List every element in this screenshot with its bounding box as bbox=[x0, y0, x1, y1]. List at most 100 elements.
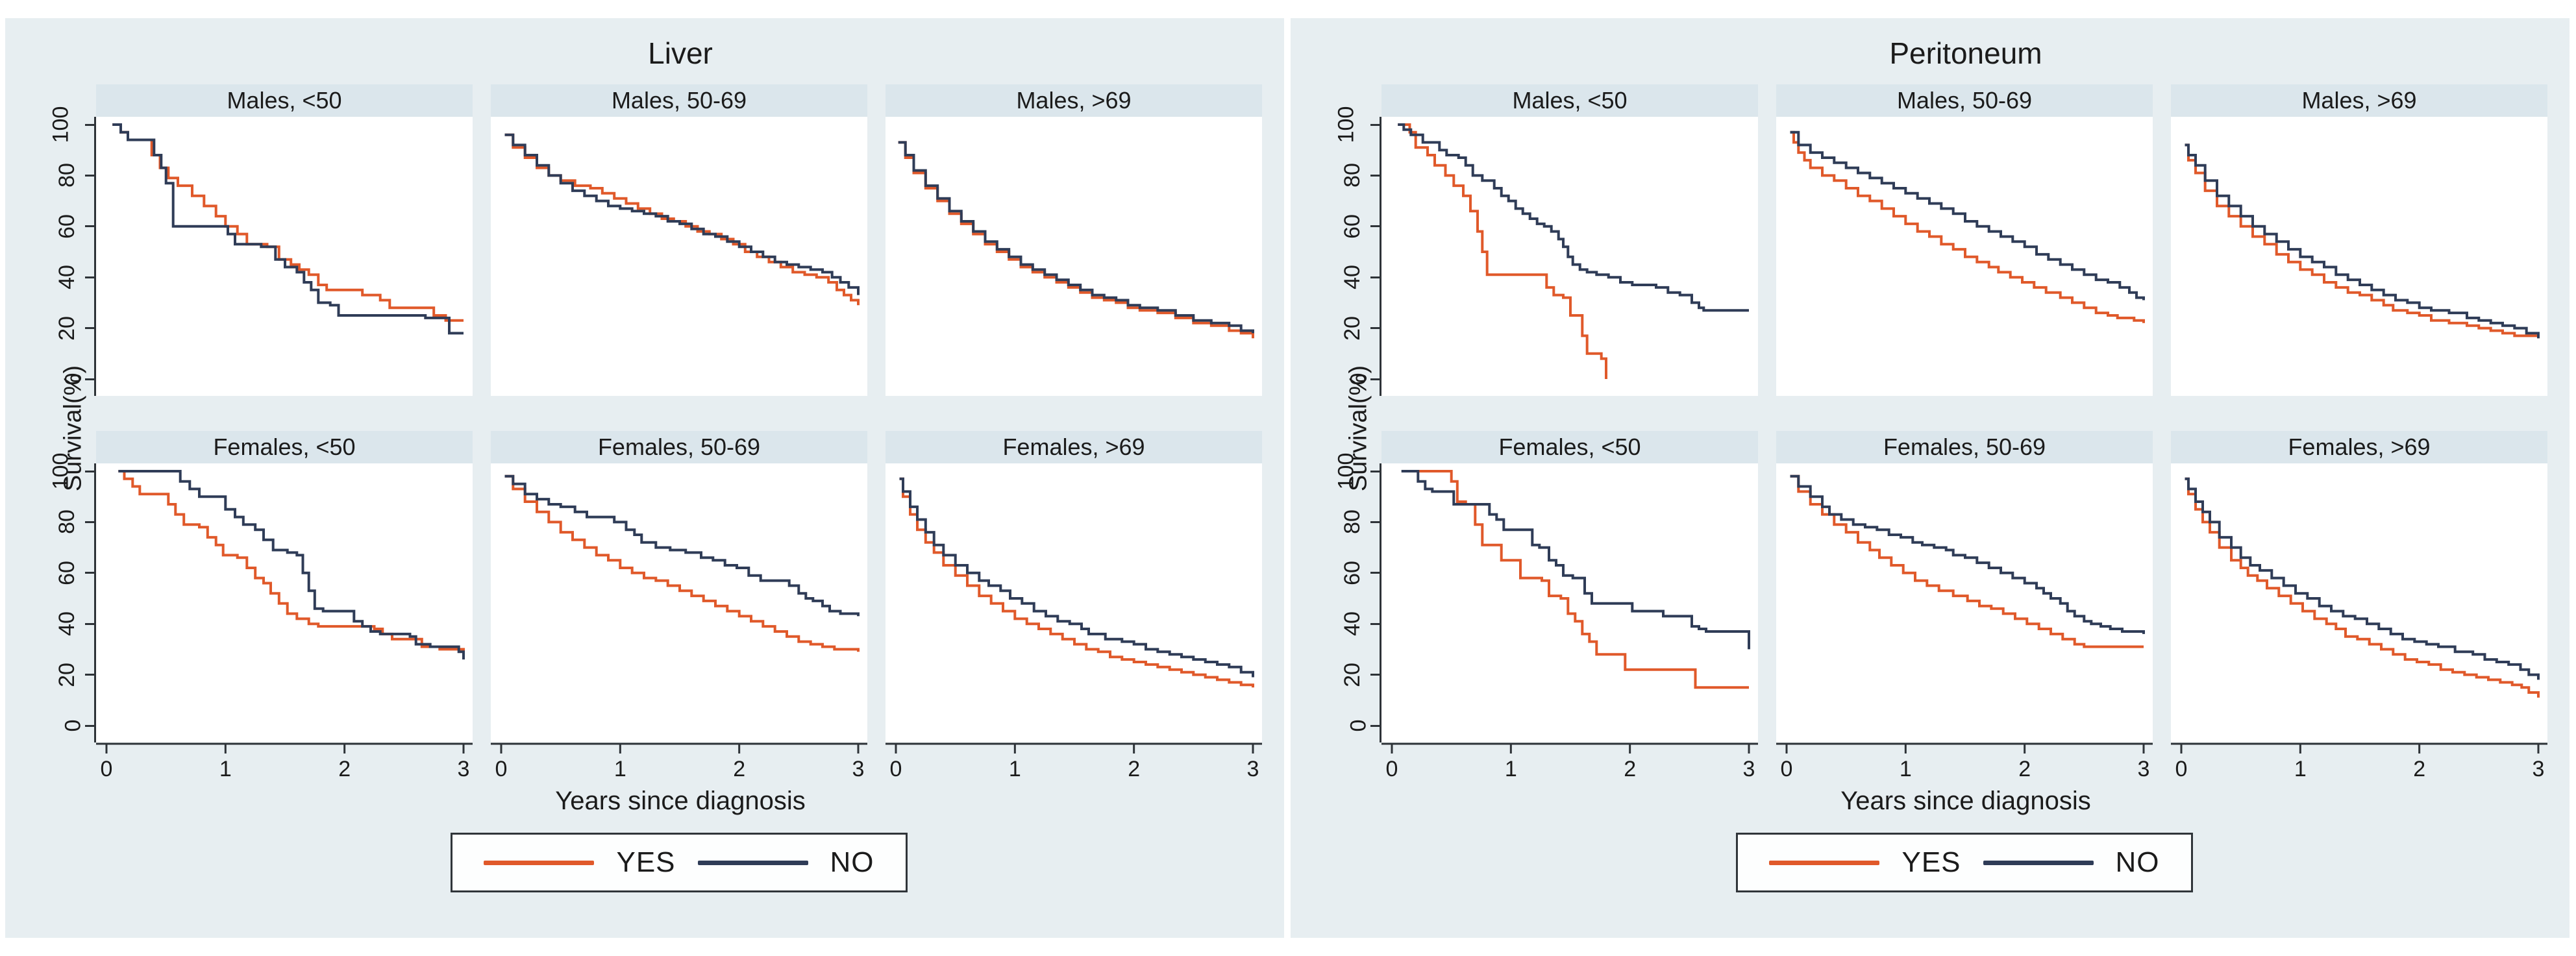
facet-header: Females, <50 bbox=[1381, 431, 1758, 463]
y-tick-label: 80 bbox=[1340, 509, 1365, 535]
y-tick bbox=[1370, 521, 1380, 523]
no-line-swatch bbox=[697, 860, 808, 865]
facet-label: Females, >69 bbox=[1002, 434, 1145, 460]
y-tick-label: 40 bbox=[55, 265, 80, 290]
legend-label-yes: YES bbox=[1901, 846, 1961, 878]
facet-row-females: 0 20 40 60 80 100 Females, <50 Females, 50-69… bbox=[1314, 431, 2570, 742]
panel-males-under50: Males, <50 bbox=[96, 84, 473, 396]
legend: YES NO bbox=[451, 833, 908, 892]
x-tick-label: 2 bbox=[2018, 757, 2031, 780]
legend-label-no: NO bbox=[2115, 846, 2160, 878]
x-tick-label: 2 bbox=[733, 757, 745, 780]
y-tick-label: 60 bbox=[1340, 560, 1365, 585]
y-tick bbox=[1370, 572, 1380, 574]
x-axis: 0 1 2 3 bbox=[1776, 742, 2153, 780]
y-tick bbox=[1370, 327, 1380, 330]
x-tick-label: 3 bbox=[2138, 757, 2150, 780]
y-tick bbox=[85, 123, 95, 126]
y-tick-label: 0 bbox=[60, 719, 86, 732]
y-tick-label: 20 bbox=[55, 315, 80, 341]
y-tick bbox=[85, 327, 95, 330]
yes-line-swatch bbox=[1769, 860, 1880, 865]
facet-header: Males, <50 bbox=[96, 84, 473, 117]
y-tick-label: 80 bbox=[55, 163, 80, 188]
x-tick-label: 0 bbox=[495, 757, 508, 780]
y-tick-label: 60 bbox=[55, 214, 80, 239]
y-tick bbox=[1370, 225, 1380, 228]
y-tick-label: 60 bbox=[1340, 214, 1365, 239]
panel-males-over69: Males, >69 bbox=[886, 84, 1262, 396]
y-axis-line bbox=[94, 117, 96, 396]
facet-label: Males, <50 bbox=[227, 87, 342, 114]
y-axis: 0 20 40 60 80 100 bbox=[29, 453, 96, 742]
x-tick-label: 2 bbox=[1624, 757, 1636, 780]
y-tick-label: 20 bbox=[55, 662, 80, 687]
facet-label: Females, 50-69 bbox=[1883, 434, 2046, 460]
km-curve-yes bbox=[112, 123, 464, 322]
km-curve-yes bbox=[504, 133, 860, 306]
facet-label: Males, <50 bbox=[1512, 87, 1628, 114]
x-tick-label: 2 bbox=[2413, 757, 2425, 780]
km-curve-no bbox=[504, 133, 860, 295]
survival-plot bbox=[96, 463, 473, 742]
y-tick bbox=[1370, 378, 1380, 380]
y-axis-line bbox=[94, 463, 96, 742]
survival-plot bbox=[1381, 117, 1758, 396]
y-axis: 0 20 40 60 80 100 bbox=[1314, 453, 1381, 742]
y-tick-label: 100 bbox=[48, 452, 73, 490]
facet-row-males: 0 20 40 60 80 100 Males, <50 Males, 50-69 Mal… bbox=[1314, 84, 2570, 396]
survival-plot bbox=[2171, 117, 2547, 396]
y-tick bbox=[85, 276, 95, 278]
y-tick bbox=[1370, 174, 1380, 177]
y-tick bbox=[1370, 470, 1380, 472]
facet-label: Females, 50-69 bbox=[597, 434, 761, 460]
x-tick-label: 1 bbox=[1009, 757, 1021, 780]
y-tick-label: 100 bbox=[1333, 106, 1359, 143]
facet-header: Males, 50-69 bbox=[491, 84, 867, 117]
km-curve-yes bbox=[504, 474, 860, 652]
y-tick-label: 80 bbox=[1340, 163, 1365, 188]
km-curve-yes bbox=[2185, 477, 2540, 698]
x-tick-label: 0 bbox=[2175, 757, 2188, 780]
facet-label: Females, >69 bbox=[2288, 434, 2431, 460]
y-tick bbox=[85, 724, 95, 727]
x-axis: 0 1 2 3 bbox=[886, 742, 1262, 780]
x-tick-label: 3 bbox=[1247, 757, 1259, 780]
facet-header: Females, >69 bbox=[886, 431, 1262, 463]
km-curve-no bbox=[1401, 470, 1750, 650]
km-curve-yes bbox=[2185, 143, 2540, 339]
chart-title: Peritoneum bbox=[1889, 36, 2042, 70]
chart-title: Liver bbox=[648, 36, 713, 70]
facet-label: Females, <50 bbox=[213, 434, 356, 460]
facet-row-males: 0 20 40 60 80 100 Males, <50 Males, 50-69 Mal… bbox=[29, 84, 1284, 396]
x-tick-label: 0 bbox=[101, 757, 113, 780]
x-tick-label: 2 bbox=[1128, 757, 1140, 780]
survival-plot bbox=[491, 463, 867, 742]
km-curve-no bbox=[1398, 123, 1749, 312]
panel-males-50-69: Males, 50-69 bbox=[1776, 84, 2153, 396]
km-curve-no bbox=[2185, 477, 2540, 680]
y-tick bbox=[85, 174, 95, 177]
x-axis-label: Years since diagnosis bbox=[1840, 787, 2091, 815]
survival-plot bbox=[886, 463, 1262, 742]
x-tick-label: 0 bbox=[1781, 757, 1793, 780]
y-tick bbox=[1370, 123, 1380, 126]
km-curve-yes bbox=[899, 477, 1254, 688]
legend-label-yes: YES bbox=[616, 846, 676, 878]
facet-header: Females, 50-69 bbox=[491, 431, 867, 463]
km-curve-yes bbox=[1398, 123, 1607, 379]
y-tick-label: 40 bbox=[55, 611, 80, 637]
km-curve-no bbox=[504, 474, 860, 617]
survival-plot bbox=[491, 117, 867, 396]
y-tick bbox=[1370, 674, 1380, 676]
x-tick-label: 0 bbox=[1386, 757, 1398, 780]
x-tick-label: 3 bbox=[2533, 757, 2545, 780]
x-tick-label: 0 bbox=[890, 757, 902, 780]
y-tick-label: 0 bbox=[1346, 373, 1371, 386]
y-axis: 0 20 40 60 80 100 bbox=[1314, 106, 1381, 396]
km-curve-no bbox=[2185, 143, 2540, 339]
yes-line-swatch bbox=[484, 860, 595, 865]
survival-plot bbox=[96, 117, 473, 396]
y-tick bbox=[85, 572, 95, 574]
km-curve-no bbox=[118, 470, 465, 660]
